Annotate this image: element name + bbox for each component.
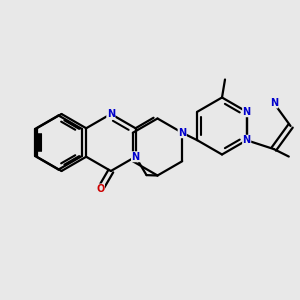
Text: N: N — [178, 128, 186, 138]
Text: N: N — [131, 152, 140, 162]
Text: N: N — [243, 107, 251, 117]
Text: N: N — [243, 135, 251, 145]
Text: O: O — [96, 184, 104, 194]
Text: N: N — [270, 98, 278, 108]
Text: N: N — [107, 109, 115, 119]
